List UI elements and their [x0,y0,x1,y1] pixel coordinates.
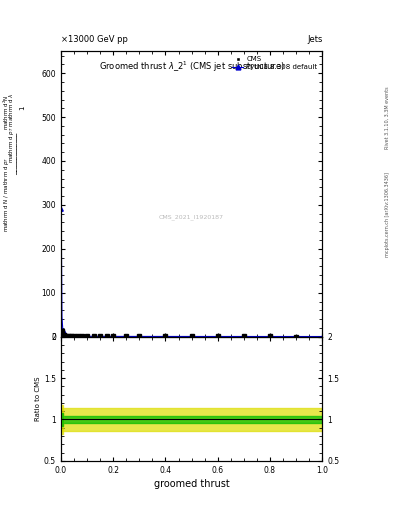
Text: Rivet 3.1.10, 3.3M events: Rivet 3.1.10, 3.3M events [385,87,389,149]
Text: 1: 1 [19,105,25,110]
Text: ─────────────: ───────────── [17,133,22,175]
Text: mathrm d N / mathrm d $p_T$: mathrm d N / mathrm d $p_T$ [2,157,11,232]
Text: ×13000 GeV pp: ×13000 GeV pp [61,34,128,44]
X-axis label: groomed thrust: groomed thrust [154,479,230,489]
Text: CMS_2021_I1920187: CMS_2021_I1920187 [159,214,224,220]
Text: mcplots.cern.ch [arXiv:1306.3436]: mcplots.cern.ch [arXiv:1306.3436] [385,173,389,258]
Text: Jets: Jets [307,34,322,44]
Text: Groomed thrust $\lambda\_2^1$ (CMS jet substructure): Groomed thrust $\lambda\_2^1$ (CMS jet s… [99,60,285,74]
Y-axis label: Ratio to CMS: Ratio to CMS [35,376,41,421]
Text: mathrm d $p_T$ mathrm d $\lambda$: mathrm d $p_T$ mathrm d $\lambda$ [7,93,16,163]
Text: mathrm d$^2$N: mathrm d$^2$N [2,95,11,131]
Legend: CMS, Pythia 8.308 default: CMS, Pythia 8.308 default [231,55,319,72]
